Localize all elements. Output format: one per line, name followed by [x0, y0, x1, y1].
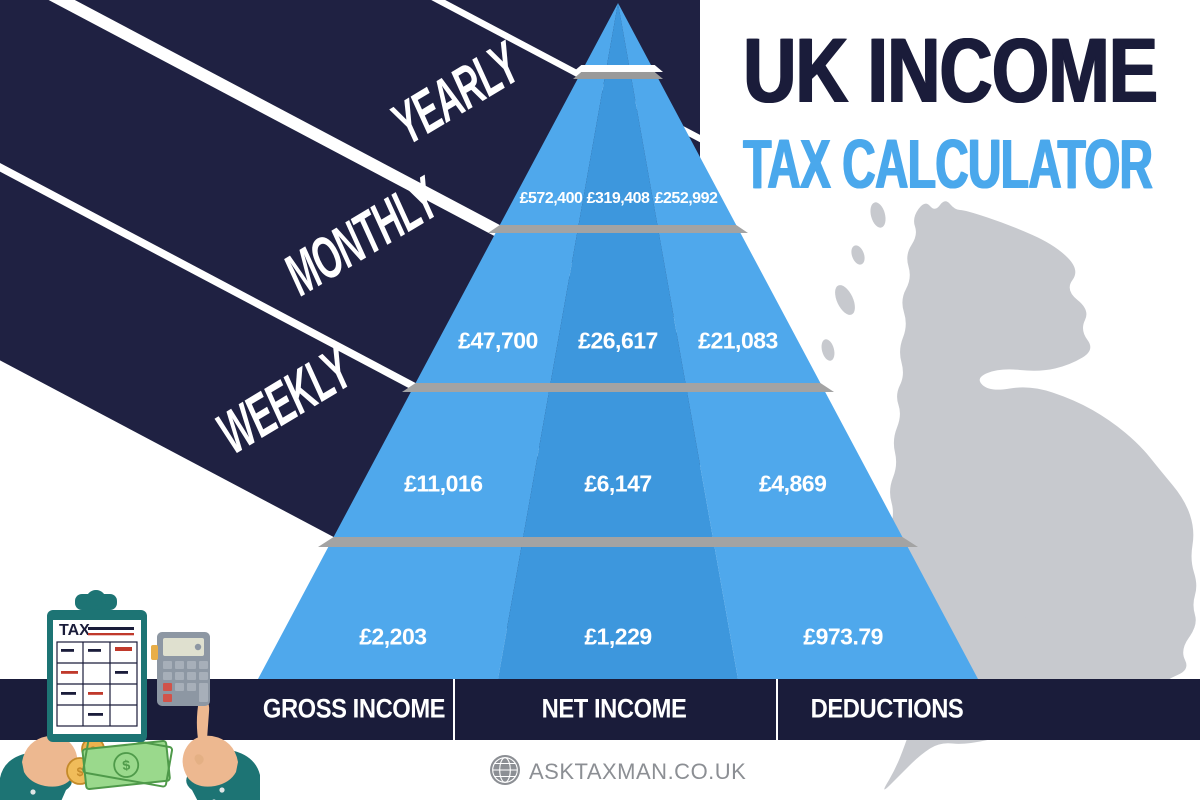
- svg-text:TAX: TAX: [59, 622, 90, 639]
